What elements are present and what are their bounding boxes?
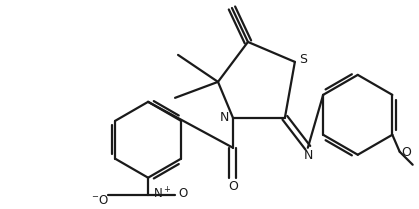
Text: $^{-}$O: $^{-}$O [91,194,109,207]
Text: N: N [219,111,229,124]
Text: O: O [228,180,238,193]
Text: O: O [402,146,411,159]
Text: O: O [178,187,188,200]
Text: S: S [299,54,307,66]
Text: N: N [304,149,313,162]
Text: N$^+$: N$^+$ [153,186,172,201]
